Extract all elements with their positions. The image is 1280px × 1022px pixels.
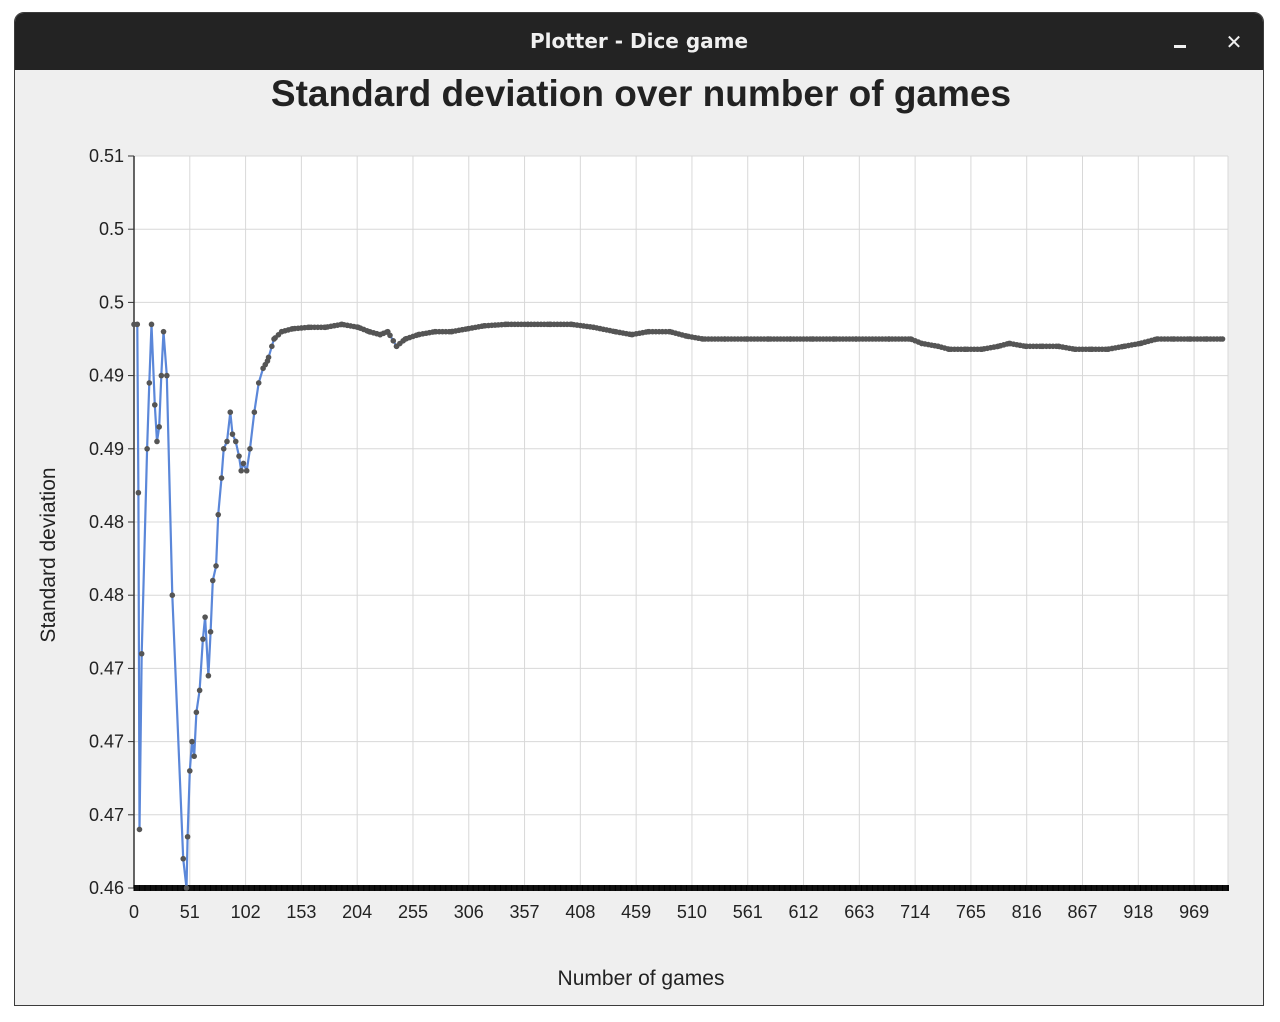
x-tick-label: 102 <box>231 902 261 922</box>
data-point <box>202 614 208 620</box>
data-point <box>251 409 258 416</box>
x-tick-label: 816 <box>1012 902 1042 922</box>
data-point <box>387 332 393 339</box>
data-point <box>196 687 203 694</box>
data-point <box>238 467 245 474</box>
data-point <box>207 629 214 635</box>
data-point <box>220 446 227 452</box>
y-tick-label: 0.5 <box>99 219 124 239</box>
data-point <box>224 438 230 445</box>
title-bar: Plotter - Dice game ✕ <box>15 13 1263 70</box>
x-tick-label: 255 <box>398 902 428 922</box>
x-tick-label: 765 <box>956 902 986 922</box>
data-point <box>144 446 150 452</box>
data-point <box>213 563 219 569</box>
y-tick-label: 0.51 <box>89 146 124 166</box>
data-point <box>186 768 193 774</box>
data-point <box>136 826 143 833</box>
data-point <box>229 431 236 437</box>
data-point <box>148 321 155 328</box>
data-point <box>265 354 272 361</box>
y-tick-label: 0.5 <box>99 292 124 312</box>
x-tick-label: 969 <box>1179 902 1209 922</box>
data-point <box>169 592 176 598</box>
data-point <box>232 438 239 445</box>
data-point <box>184 833 191 840</box>
data-point <box>215 511 222 518</box>
data-point <box>269 343 275 350</box>
x-tick-label: 918 <box>1123 902 1153 922</box>
data-point <box>1217 336 1224 342</box>
y-axis-label: Standard deviation <box>37 467 60 642</box>
close-icon: ✕ <box>1225 30 1243 54</box>
y-tick-label: 0.46 <box>89 878 124 898</box>
data-point <box>191 753 197 760</box>
x-tick-label: 306 <box>454 902 484 922</box>
data-point <box>180 855 187 862</box>
data-point <box>151 402 158 408</box>
y-tick-label: 0.49 <box>89 366 124 386</box>
y-tick-label: 0.47 <box>89 805 124 825</box>
x-tick-label: 714 <box>900 902 930 922</box>
data-point <box>135 489 142 496</box>
data-point <box>205 672 212 679</box>
x-tick-label: 357 <box>510 902 540 922</box>
x-tick-label: 0 <box>129 902 139 922</box>
data-point <box>158 372 165 379</box>
y-tick-label: 0.47 <box>89 732 124 752</box>
data-point <box>247 446 253 452</box>
y-tick-label: 0.48 <box>89 585 124 605</box>
x-tick-label: 408 <box>565 902 595 922</box>
chart-title: Standard deviation over number of games <box>271 73 1011 114</box>
x-tick-label: 510 <box>677 902 707 922</box>
data-point <box>189 738 195 745</box>
window-title: Plotter - Dice game <box>529 29 749 53</box>
x-tick-label: 663 <box>844 902 874 922</box>
data-point <box>218 475 225 481</box>
y-tick-label: 0.47 <box>89 658 124 678</box>
data-point <box>183 885 190 891</box>
data-point <box>262 361 269 368</box>
series-group <box>131 321 1226 891</box>
x-tick-label: 612 <box>789 902 819 922</box>
data-point <box>236 453 242 459</box>
x-tick-label: 867 <box>1067 902 1097 922</box>
x-tick-label: 51 <box>180 902 200 922</box>
x-tick-label: 459 <box>621 902 651 922</box>
data-point <box>164 372 170 379</box>
data-point <box>160 328 167 335</box>
app-window: Plotter - Dice game ✕ 0.46 0.47 0.47 0.47 0.… <box>14 12 1264 1006</box>
data-point <box>193 709 200 716</box>
data-point <box>240 460 247 467</box>
data-point <box>138 650 145 657</box>
x-axis-label: Number of games <box>558 967 725 990</box>
data-point <box>390 338 397 344</box>
data-point <box>255 380 262 386</box>
x-tick-label: 204 <box>342 902 372 922</box>
y-tick-label: 0.48 <box>89 512 124 532</box>
data-point <box>154 438 160 445</box>
data-point <box>227 409 234 416</box>
data-point <box>134 321 141 328</box>
data-point <box>243 467 250 474</box>
line-chart: 0.46 0.47 0.47 0.47 0.48 0.48 0.49 0.49 0.5 0.5 0.… <box>37 73 1229 990</box>
data-point <box>156 424 162 430</box>
x-tick-label: 153 <box>286 902 316 922</box>
data-point <box>209 577 216 584</box>
close-button[interactable]: ✕ <box>1217 25 1251 59</box>
minimize-icon <box>1174 45 1186 48</box>
axes: 0.46 0.47 0.47 0.47 0.48 0.48 0.49 0.49 0.5 0.5 0.… <box>89 146 1229 922</box>
data-point <box>200 636 206 642</box>
y-tick-label: 0.49 <box>89 439 124 459</box>
x-tick-label: 561 <box>733 902 763 922</box>
data-point <box>146 380 153 386</box>
minimize-button[interactable] <box>1163 25 1197 59</box>
